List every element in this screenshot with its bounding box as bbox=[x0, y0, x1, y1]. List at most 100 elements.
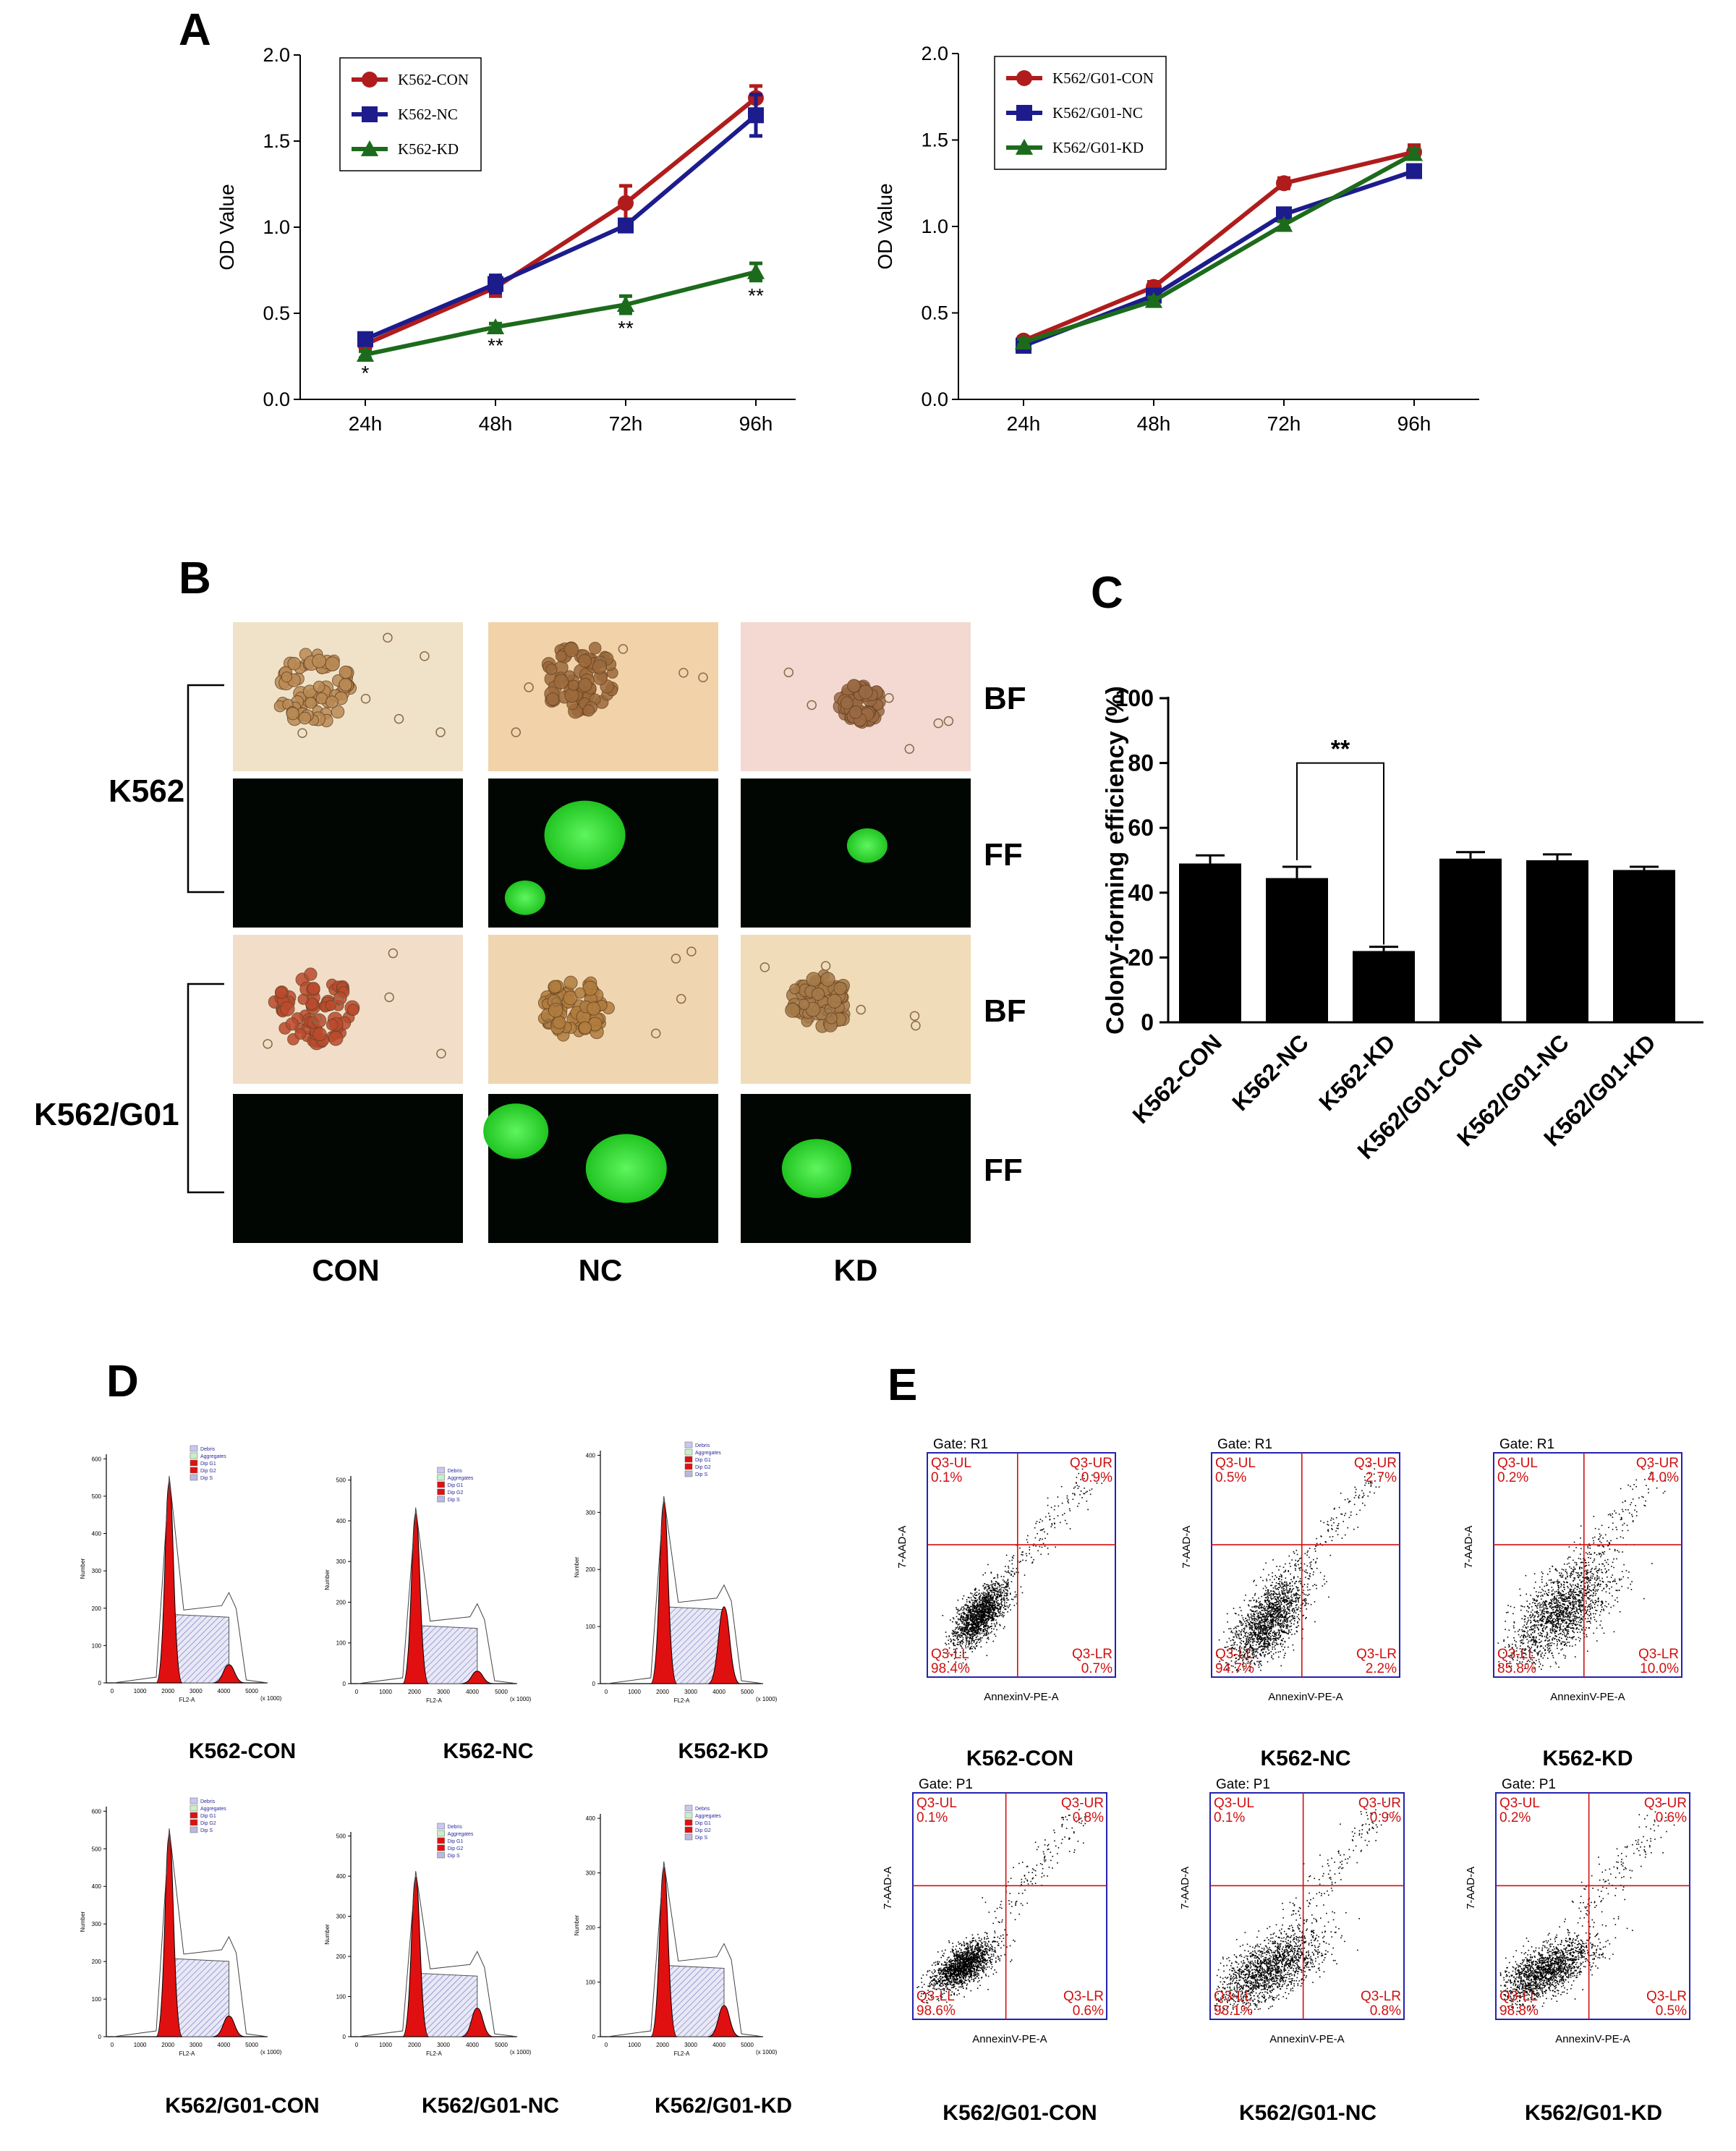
event-dot bbox=[958, 1627, 960, 1629]
event-dot bbox=[1274, 1608, 1275, 1610]
event-dot bbox=[1008, 1599, 1010, 1601]
event-dot bbox=[1004, 1592, 1006, 1594]
event-dot bbox=[1293, 1600, 1295, 1603]
event-dot bbox=[982, 1598, 984, 1600]
event-dot bbox=[995, 1598, 997, 1600]
legend-swatch bbox=[437, 1830, 445, 1837]
event-dot bbox=[1575, 1598, 1577, 1600]
event-dot bbox=[1259, 1604, 1261, 1606]
event-dot bbox=[1569, 1611, 1571, 1613]
event-dot bbox=[1254, 1616, 1256, 1618]
event-dot bbox=[1002, 1592, 1003, 1594]
event-dot bbox=[950, 1655, 953, 1657]
row-label-ff: FF bbox=[984, 1153, 1023, 1188]
event-dot bbox=[1254, 1579, 1255, 1582]
event-dot bbox=[967, 1625, 969, 1627]
event-dot bbox=[991, 1618, 993, 1620]
event-dot bbox=[1560, 1605, 1562, 1607]
event-dot bbox=[1007, 1579, 1009, 1582]
event-dot bbox=[1273, 1613, 1275, 1615]
event-dot bbox=[1243, 1666, 1246, 1668]
event-dot bbox=[1286, 1584, 1288, 1587]
event-dot bbox=[1541, 1630, 1544, 1632]
event-dot bbox=[1588, 1543, 1590, 1545]
event-dot bbox=[963, 1611, 965, 1613]
event-dot bbox=[1264, 1600, 1266, 1601]
event-dot bbox=[1253, 1614, 1255, 1616]
event-dot bbox=[992, 1618, 993, 1621]
event-dot bbox=[1280, 1598, 1282, 1600]
event-dot bbox=[945, 1644, 948, 1645]
event-dot bbox=[1267, 1637, 1269, 1638]
event-dot bbox=[1288, 1598, 1290, 1600]
plot-label: K562-CON bbox=[966, 1747, 1073, 1770]
event-dot bbox=[1003, 1602, 1005, 1604]
event-dot bbox=[1522, 1639, 1524, 1641]
event-dot bbox=[966, 1609, 968, 1611]
event-dot bbox=[1268, 1594, 1270, 1596]
event-dot bbox=[996, 1601, 997, 1603]
event-dot bbox=[1554, 1599, 1556, 1600]
event-dot bbox=[1238, 1647, 1241, 1649]
event-dot bbox=[1291, 1610, 1293, 1611]
event-dot bbox=[1256, 1600, 1257, 1601]
event-dot bbox=[972, 1615, 974, 1616]
event-dot bbox=[969, 1647, 971, 1649]
event-dot bbox=[1261, 1645, 1264, 1647]
event-dot bbox=[1290, 1605, 1293, 1607]
event-dot bbox=[1315, 1545, 1316, 1548]
event-dot bbox=[987, 1564, 989, 1566]
event-dot bbox=[1261, 1629, 1263, 1631]
event-dot bbox=[985, 1608, 987, 1611]
event-dot bbox=[1573, 1621, 1575, 1623]
y-tick-label: 400 bbox=[92, 1531, 102, 1537]
event-dot bbox=[1530, 1621, 1532, 1623]
event-dot bbox=[1511, 1655, 1512, 1657]
event-dot bbox=[1086, 1501, 1088, 1502]
event-dot bbox=[1078, 1503, 1080, 1504]
event-dot bbox=[1283, 1588, 1285, 1590]
event-dot bbox=[1000, 1602, 1003, 1604]
event-dot bbox=[974, 1631, 976, 1632]
event-dot bbox=[964, 1624, 966, 1626]
event-dot bbox=[965, 1608, 967, 1610]
event-dot bbox=[1264, 1630, 1267, 1632]
event-dot bbox=[956, 1607, 957, 1608]
event-dot bbox=[1256, 1648, 1259, 1650]
bar-k562-nc bbox=[1266, 878, 1328, 1022]
event-dot bbox=[1526, 1622, 1528, 1624]
event-dot bbox=[992, 1589, 995, 1590]
event-dot bbox=[1054, 1527, 1056, 1529]
event-dot bbox=[1285, 1595, 1286, 1596]
event-dot bbox=[1562, 1614, 1564, 1616]
event-dot bbox=[1054, 1523, 1055, 1524]
event-dot bbox=[1280, 1623, 1282, 1624]
event-dot bbox=[1266, 1629, 1267, 1630]
event-dot bbox=[1508, 1644, 1510, 1646]
event-dot bbox=[978, 1638, 980, 1640]
event-dot bbox=[1241, 1657, 1243, 1659]
event-dot bbox=[1047, 1512, 1050, 1514]
event-dot bbox=[997, 1575, 999, 1577]
event-dot bbox=[1267, 1606, 1269, 1608]
brightfield-image bbox=[741, 935, 971, 1084]
event-dot bbox=[952, 1621, 953, 1623]
event-dot bbox=[1578, 1624, 1580, 1626]
cell bbox=[846, 679, 861, 693]
event-dot bbox=[1552, 1621, 1554, 1623]
event-dot bbox=[1251, 1660, 1253, 1661]
event-dot bbox=[975, 1626, 977, 1628]
event-dot bbox=[992, 1608, 995, 1609]
group-bracket bbox=[187, 684, 224, 894]
event-dot bbox=[1561, 1613, 1563, 1614]
cell bbox=[548, 980, 562, 993]
event-dot bbox=[1309, 1589, 1311, 1591]
quadrant-ur-value: 2.7% bbox=[1366, 1470, 1397, 1485]
y-tick-label: 0.5 bbox=[263, 302, 290, 324]
event-dot bbox=[1340, 1513, 1342, 1515]
event-dot bbox=[1275, 1592, 1277, 1595]
event-dot bbox=[1248, 1628, 1251, 1630]
event-dot bbox=[1282, 1620, 1284, 1622]
event-dot bbox=[966, 1632, 968, 1634]
event-dot bbox=[1569, 1623, 1571, 1625]
